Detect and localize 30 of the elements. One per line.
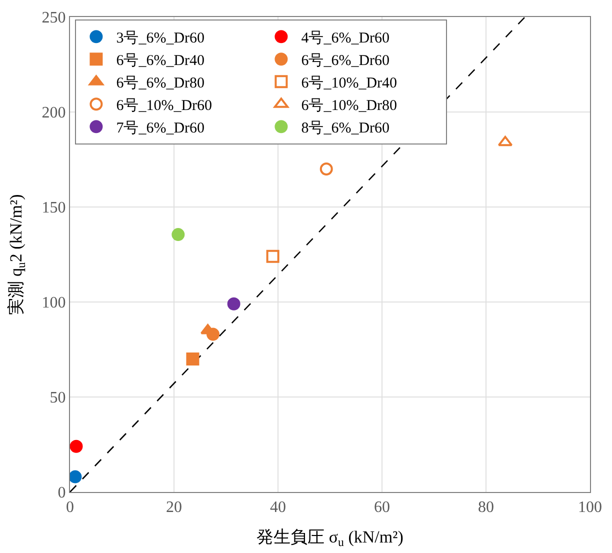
x-axis-title: 発生負圧 σ$_{u}$ (kN/m²): [256, 528, 404, 550]
x-tick-label: 60: [374, 499, 390, 516]
legend-label: 6号_6%_Dr40: [116, 52, 205, 69]
legend-label: 8号_6%_Dr60: [301, 120, 390, 136]
legend-label: 6号_10%_Dr40: [301, 75, 398, 92]
y-tick-label: 100: [42, 294, 66, 312]
y-tick-label: 150: [42, 200, 66, 217]
point: [227, 297, 240, 310]
x-tick-label: 100: [578, 499, 602, 516]
point: [172, 228, 185, 242]
legend-label: 6号_6%_Dr80: [116, 75, 205, 92]
legend-label: 7号_6%_Dr60: [116, 120, 205, 136]
legend-label: 3号_6%_Dr60: [116, 30, 205, 46]
legend-label: 6号_10%_Dr80: [301, 98, 398, 114]
point: [320, 162, 333, 176]
point: [266, 250, 280, 263]
point: [70, 440, 83, 453]
y-tick-label: 200: [42, 104, 66, 122]
legend-label: 6号_6%_Dr60: [301, 52, 390, 69]
x-tick-label: 40: [270, 499, 286, 516]
point: [498, 136, 513, 146]
y-tick-label: 50: [50, 390, 66, 407]
y-tick-label: 250: [42, 10, 66, 27]
legend-label: 6号_10%_Dr60: [116, 98, 212, 114]
legend-label: 4号_6%_Dr60: [301, 30, 390, 46]
point: [70, 470, 82, 484]
point: [186, 352, 200, 366]
x-tick-label: 20: [166, 499, 182, 516]
y-tick-label: 0: [58, 484, 66, 502]
x-tick-label: 80: [478, 499, 494, 516]
